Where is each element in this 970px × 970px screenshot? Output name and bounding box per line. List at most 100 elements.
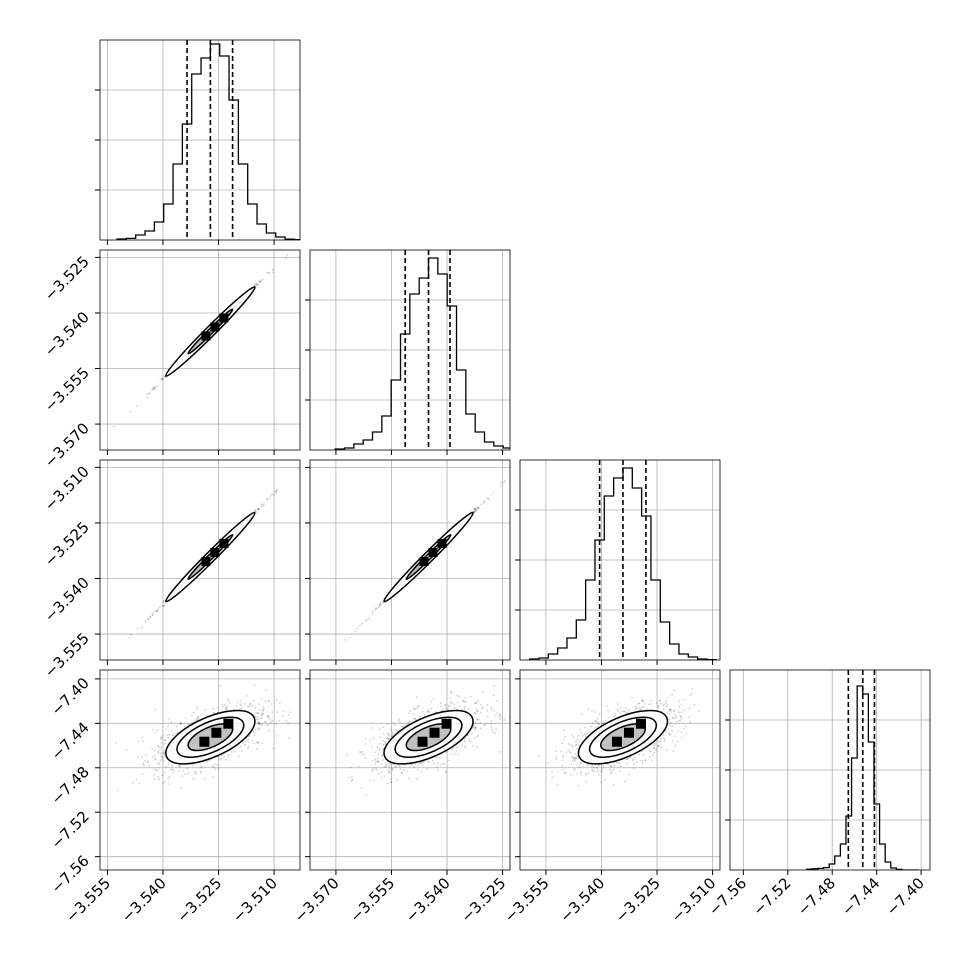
scatter-point — [378, 603, 381, 606]
scatter-point — [678, 700, 681, 702]
y-tick-label: −7.44 — [48, 718, 93, 763]
scatter-point — [676, 740, 679, 743]
scatter-point — [225, 707, 228, 710]
scatter-point — [161, 755, 163, 758]
scatter-point — [657, 705, 660, 707]
scatter-point — [356, 627, 358, 630]
scatter-point — [377, 760, 380, 763]
scatter-point — [392, 721, 395, 724]
scatter-point — [407, 722, 409, 725]
scatter-point — [194, 719, 197, 721]
scatter-point — [145, 620, 147, 623]
scatter-point — [658, 744, 660, 747]
scatter-point — [239, 745, 242, 748]
scatter-point — [476, 735, 479, 738]
scatter-point — [596, 767, 599, 770]
scatter-point — [262, 706, 265, 709]
scatter-point — [208, 759, 211, 762]
scatter-point — [476, 718, 479, 721]
scatter-point — [160, 736, 162, 739]
scatter-point — [490, 719, 493, 722]
scatter-point — [244, 703, 247, 705]
scatter-point — [379, 728, 381, 731]
panel-frame — [519, 669, 721, 871]
scatter-point — [265, 689, 267, 692]
scatter-point — [286, 253, 289, 256]
scatter-point — [223, 755, 226, 758]
scatter-point — [624, 711, 627, 713]
scatter-point — [575, 757, 578, 760]
scatter-point — [577, 744, 580, 747]
scatter-point — [141, 736, 144, 739]
scatter-point — [267, 699, 270, 702]
scatter-point — [667, 709, 670, 712]
scatter-point — [618, 770, 621, 773]
scatter-point — [468, 739, 471, 742]
scatter-point — [581, 734, 584, 737]
scatter-point — [373, 779, 376, 782]
y-tick-label: −3.525 — [41, 518, 93, 570]
scatter-point — [163, 375, 166, 378]
contour-level — [176, 716, 245, 758]
scatter-point — [474, 721, 477, 724]
scatter-point — [574, 753, 577, 756]
scatter-point — [287, 722, 289, 724]
scatter-point — [387, 737, 390, 740]
scatter-point — [453, 753, 456, 755]
scatter-point — [654, 742, 657, 745]
scatter-point — [643, 759, 646, 762]
scatter-point — [634, 705, 637, 708]
scatter-point — [376, 746, 379, 748]
scatter-point — [226, 705, 229, 708]
scatter-point — [670, 708, 672, 711]
x-tick-label: −3.555 — [346, 874, 398, 926]
scatter-point — [413, 707, 416, 710]
scatter-point — [460, 744, 463, 747]
scatter-point — [147, 761, 149, 764]
scatter-point — [157, 744, 159, 747]
scatter-point — [492, 491, 495, 494]
scatter-point — [166, 734, 168, 737]
scatter-point — [136, 755, 139, 758]
scatter-point — [471, 727, 474, 730]
x-tick-label: −3.540 — [402, 874, 454, 926]
scatter-point — [426, 760, 429, 763]
contour-level — [165, 709, 256, 765]
scatter-point — [626, 711, 628, 714]
scatter-point — [464, 706, 466, 708]
scatter-point — [606, 704, 609, 707]
scatter-point — [417, 704, 420, 707]
panel-content — [345, 684, 549, 797]
scatter-point — [282, 715, 285, 718]
scatter-point — [384, 762, 387, 765]
scatter-point — [413, 765, 415, 768]
scatter-point — [416, 764, 419, 766]
scatter-point — [491, 728, 494, 731]
scatter-point — [142, 740, 144, 742]
scatter-point — [158, 767, 161, 769]
scatter-point — [350, 779, 353, 782]
scatter-point — [259, 723, 261, 726]
scatter-point — [387, 768, 390, 771]
panel-content — [806, 670, 919, 870]
scatter-point — [268, 729, 270, 732]
scatter-point — [146, 760, 149, 763]
scatter-point — [592, 766, 595, 769]
scatter-point — [371, 759, 374, 762]
y-tick-label: −3.555 — [41, 629, 93, 681]
scatter-point — [659, 740, 662, 743]
scatter-point — [267, 716, 270, 719]
scatter-point — [272, 493, 275, 496]
scatter-point — [345, 753, 348, 756]
scatter-point — [635, 706, 638, 709]
scatter-point — [682, 727, 685, 730]
scatter-point — [574, 757, 577, 760]
scatter-point — [256, 741, 258, 744]
scatter-point — [149, 391, 151, 394]
scatter-point — [148, 764, 151, 767]
y-tick-label: −3.570 — [41, 419, 93, 471]
scatter-point — [570, 763, 573, 766]
scatter-point — [154, 386, 156, 389]
y-tick-label: −7.48 — [48, 763, 93, 808]
scatter-point — [547, 706, 549, 708]
